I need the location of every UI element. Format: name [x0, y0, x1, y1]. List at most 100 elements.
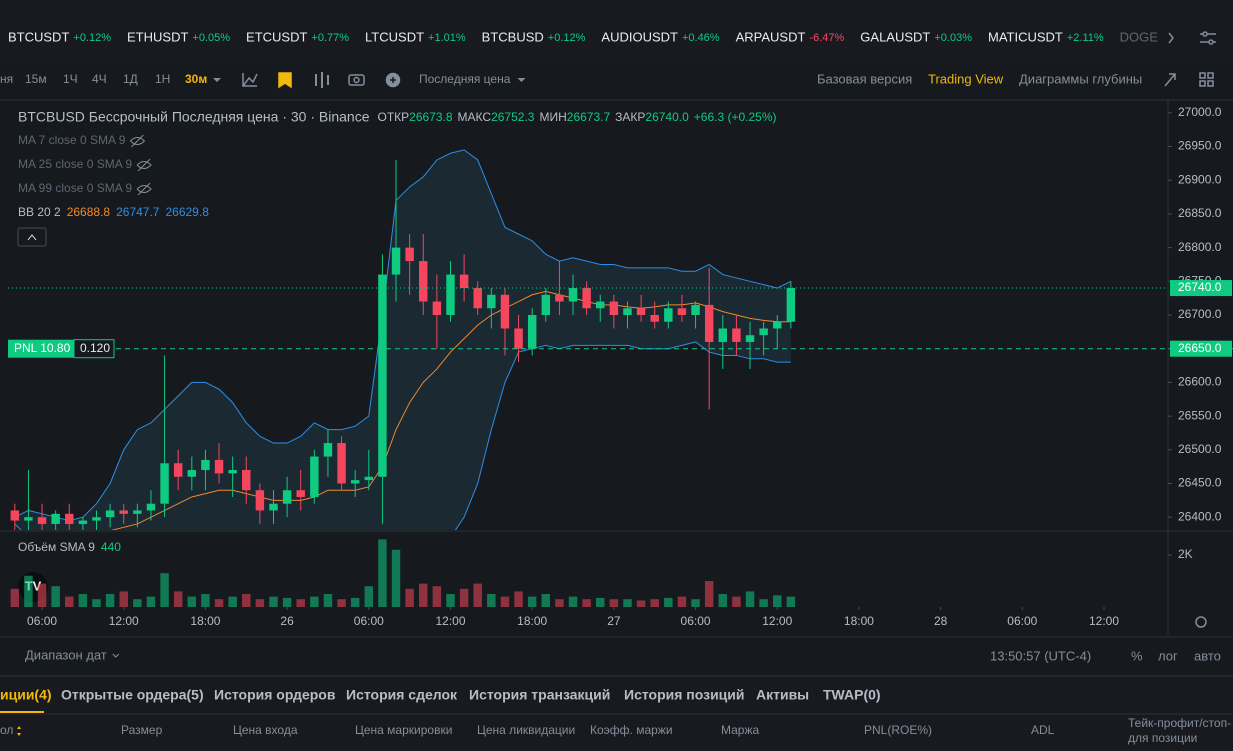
- interval[interactable]: 1Н: [155, 72, 170, 86]
- pnl-size-box: [73, 339, 115, 359]
- volume-bar: [459, 588, 469, 607]
- ticker-change: +0.46%: [682, 32, 720, 44]
- ticker-symbol[interactable]: MATICUSDT: [988, 29, 1063, 44]
- volume-bar: [664, 597, 673, 607]
- candle-body: [119, 510, 128, 514]
- price-tag-label: 26650.0: [1178, 341, 1222, 355]
- volume-bar: [296, 599, 305, 607]
- candle-body: [242, 470, 251, 491]
- ticker-change: +0.05%: [192, 32, 230, 44]
- table-header: Размер: [121, 723, 163, 737]
- candle-body: [323, 443, 333, 457]
- volume-bar: [636, 600, 646, 607]
- ticker-symbol[interactable]: ARPAUSDT: [736, 29, 806, 44]
- interval[interactable]: 15м: [25, 72, 47, 86]
- clock: 13:50:57 (UTC-4): [990, 648, 1091, 663]
- ticker-symbol[interactable]: GALAUSDT: [860, 29, 930, 44]
- scale-option[interactable]: авто: [1194, 648, 1221, 663]
- y-tick-label: 26800.0: [1178, 240, 1222, 254]
- candle-body: [582, 288, 591, 309]
- ticker-symbol[interactable]: ETHUSDT: [127, 29, 188, 44]
- price-type[interactable]: Последняя цена: [419, 72, 511, 86]
- candle-body: [473, 288, 482, 309]
- tab[interactable]: Активы: [756, 687, 809, 703]
- change: +66.3 (+0.25%): [694, 110, 777, 124]
- x-tick-label: 12:00: [1089, 614, 1119, 628]
- table-header[interactable]: ол: [0, 723, 13, 737]
- view-tab[interactable]: Диаграммы глубины: [1019, 71, 1142, 86]
- date-range[interactable]: Диапазон дат: [25, 647, 107, 662]
- view-tab[interactable]: Базовая версия: [817, 71, 912, 86]
- tab[interactable]: TWAP(0): [823, 687, 881, 703]
- candle-body: [718, 328, 728, 342]
- tab-underline: [0, 711, 44, 713]
- volume-bar: [282, 597, 292, 607]
- volume-bar: [255, 599, 265, 607]
- interval-active[interactable]: 30м: [185, 72, 207, 86]
- interval[interactable]: ня: [0, 72, 13, 86]
- x-tick-label: 18:00: [844, 614, 874, 628]
- scale-option[interactable]: лог: [1158, 648, 1178, 663]
- candle-body: [160, 463, 169, 504]
- y-tick-label: 26400.0: [1178, 509, 1222, 523]
- ticker-symbol[interactable]: ETCUSDT: [246, 29, 307, 44]
- candle-body: [555, 294, 564, 302]
- ohlc-value: 26673.7: [567, 110, 611, 124]
- tab[interactable]: История позиций: [624, 687, 745, 703]
- collapse-icon: [27, 234, 37, 241]
- ticker-change: +0.12%: [73, 32, 111, 44]
- interval[interactable]: 1Д: [123, 72, 138, 86]
- ticker-symbol[interactable]: AUDIOUSDT: [601, 29, 678, 44]
- ticker-symbol[interactable]: LTCUSDT: [365, 29, 424, 44]
- ohlc-label: ОТКР: [377, 110, 409, 124]
- hidden-icon[interactable]: [136, 182, 152, 196]
- volume-bar: [105, 594, 115, 607]
- volume-bar: [173, 591, 183, 607]
- hidden-icon[interactable]: [136, 158, 152, 172]
- candle-body: [146, 503, 156, 511]
- candle-body: [459, 274, 469, 289]
- pnl-size: 0.120: [80, 341, 110, 355]
- interval[interactable]: 4Ч: [92, 72, 107, 86]
- dropdown-icon: [213, 78, 221, 82]
- tab[interactable]: История ордеров: [214, 687, 336, 703]
- table-header: Цена маркировки: [355, 723, 452, 737]
- candle-body: [364, 476, 374, 481]
- candle-body: [65, 513, 74, 524]
- hidden-icon[interactable]: [130, 134, 146, 148]
- volume-bar: [745, 591, 755, 607]
- x-tick-label: 18:00: [190, 614, 220, 628]
- ticker-change: +0.77%: [311, 32, 349, 44]
- collapse-button[interactable]: [17, 227, 47, 247]
- ticker-symbol[interactable]: BTCBUSD: [482, 29, 544, 44]
- toolbar-icons[interactable]: [242, 31, 1216, 628]
- tab[interactable]: История транзакций: [469, 687, 610, 703]
- volume-pane: [10, 539, 796, 607]
- ohlc-value: 26752.3: [491, 110, 535, 124]
- band-fill: [14, 149, 791, 530]
- ticker-symbol[interactable]: BTCUSDT: [8, 29, 69, 44]
- view-tab[interactable]: Trading View: [928, 71, 1004, 86]
- candle-body: [24, 517, 33, 521]
- candle-body: [745, 335, 755, 342]
- y-tick-label: 26950.0: [1178, 139, 1222, 153]
- tab[interactable]: История сделок: [346, 687, 458, 703]
- interval[interactable]: 1Ч: [63, 72, 78, 86]
- ticker-symbol[interactable]: DOGE: [1120, 29, 1159, 44]
- tab[interactable]: иции(4): [0, 687, 52, 703]
- tab[interactable]: Открытые ордера(5): [61, 687, 204, 703]
- volume-bar: [568, 596, 578, 607]
- volume-bar: [269, 596, 278, 607]
- candle-body: [773, 321, 782, 329]
- pnl-badge[interactable]: [8, 339, 74, 358]
- ma-legend: MA 25 close 0 SMA 9: [18, 157, 132, 171]
- volume-bar: [187, 596, 197, 607]
- scale-option[interactable]: %: [1131, 648, 1143, 663]
- volume-bar: [10, 588, 20, 607]
- candle-body: [446, 274, 455, 315]
- candle-body: [296, 490, 305, 497]
- volume-bar: [650, 599, 659, 607]
- chevron: [112, 653, 120, 658]
- volume-bar: [310, 596, 319, 607]
- candle-body: [228, 470, 237, 474]
